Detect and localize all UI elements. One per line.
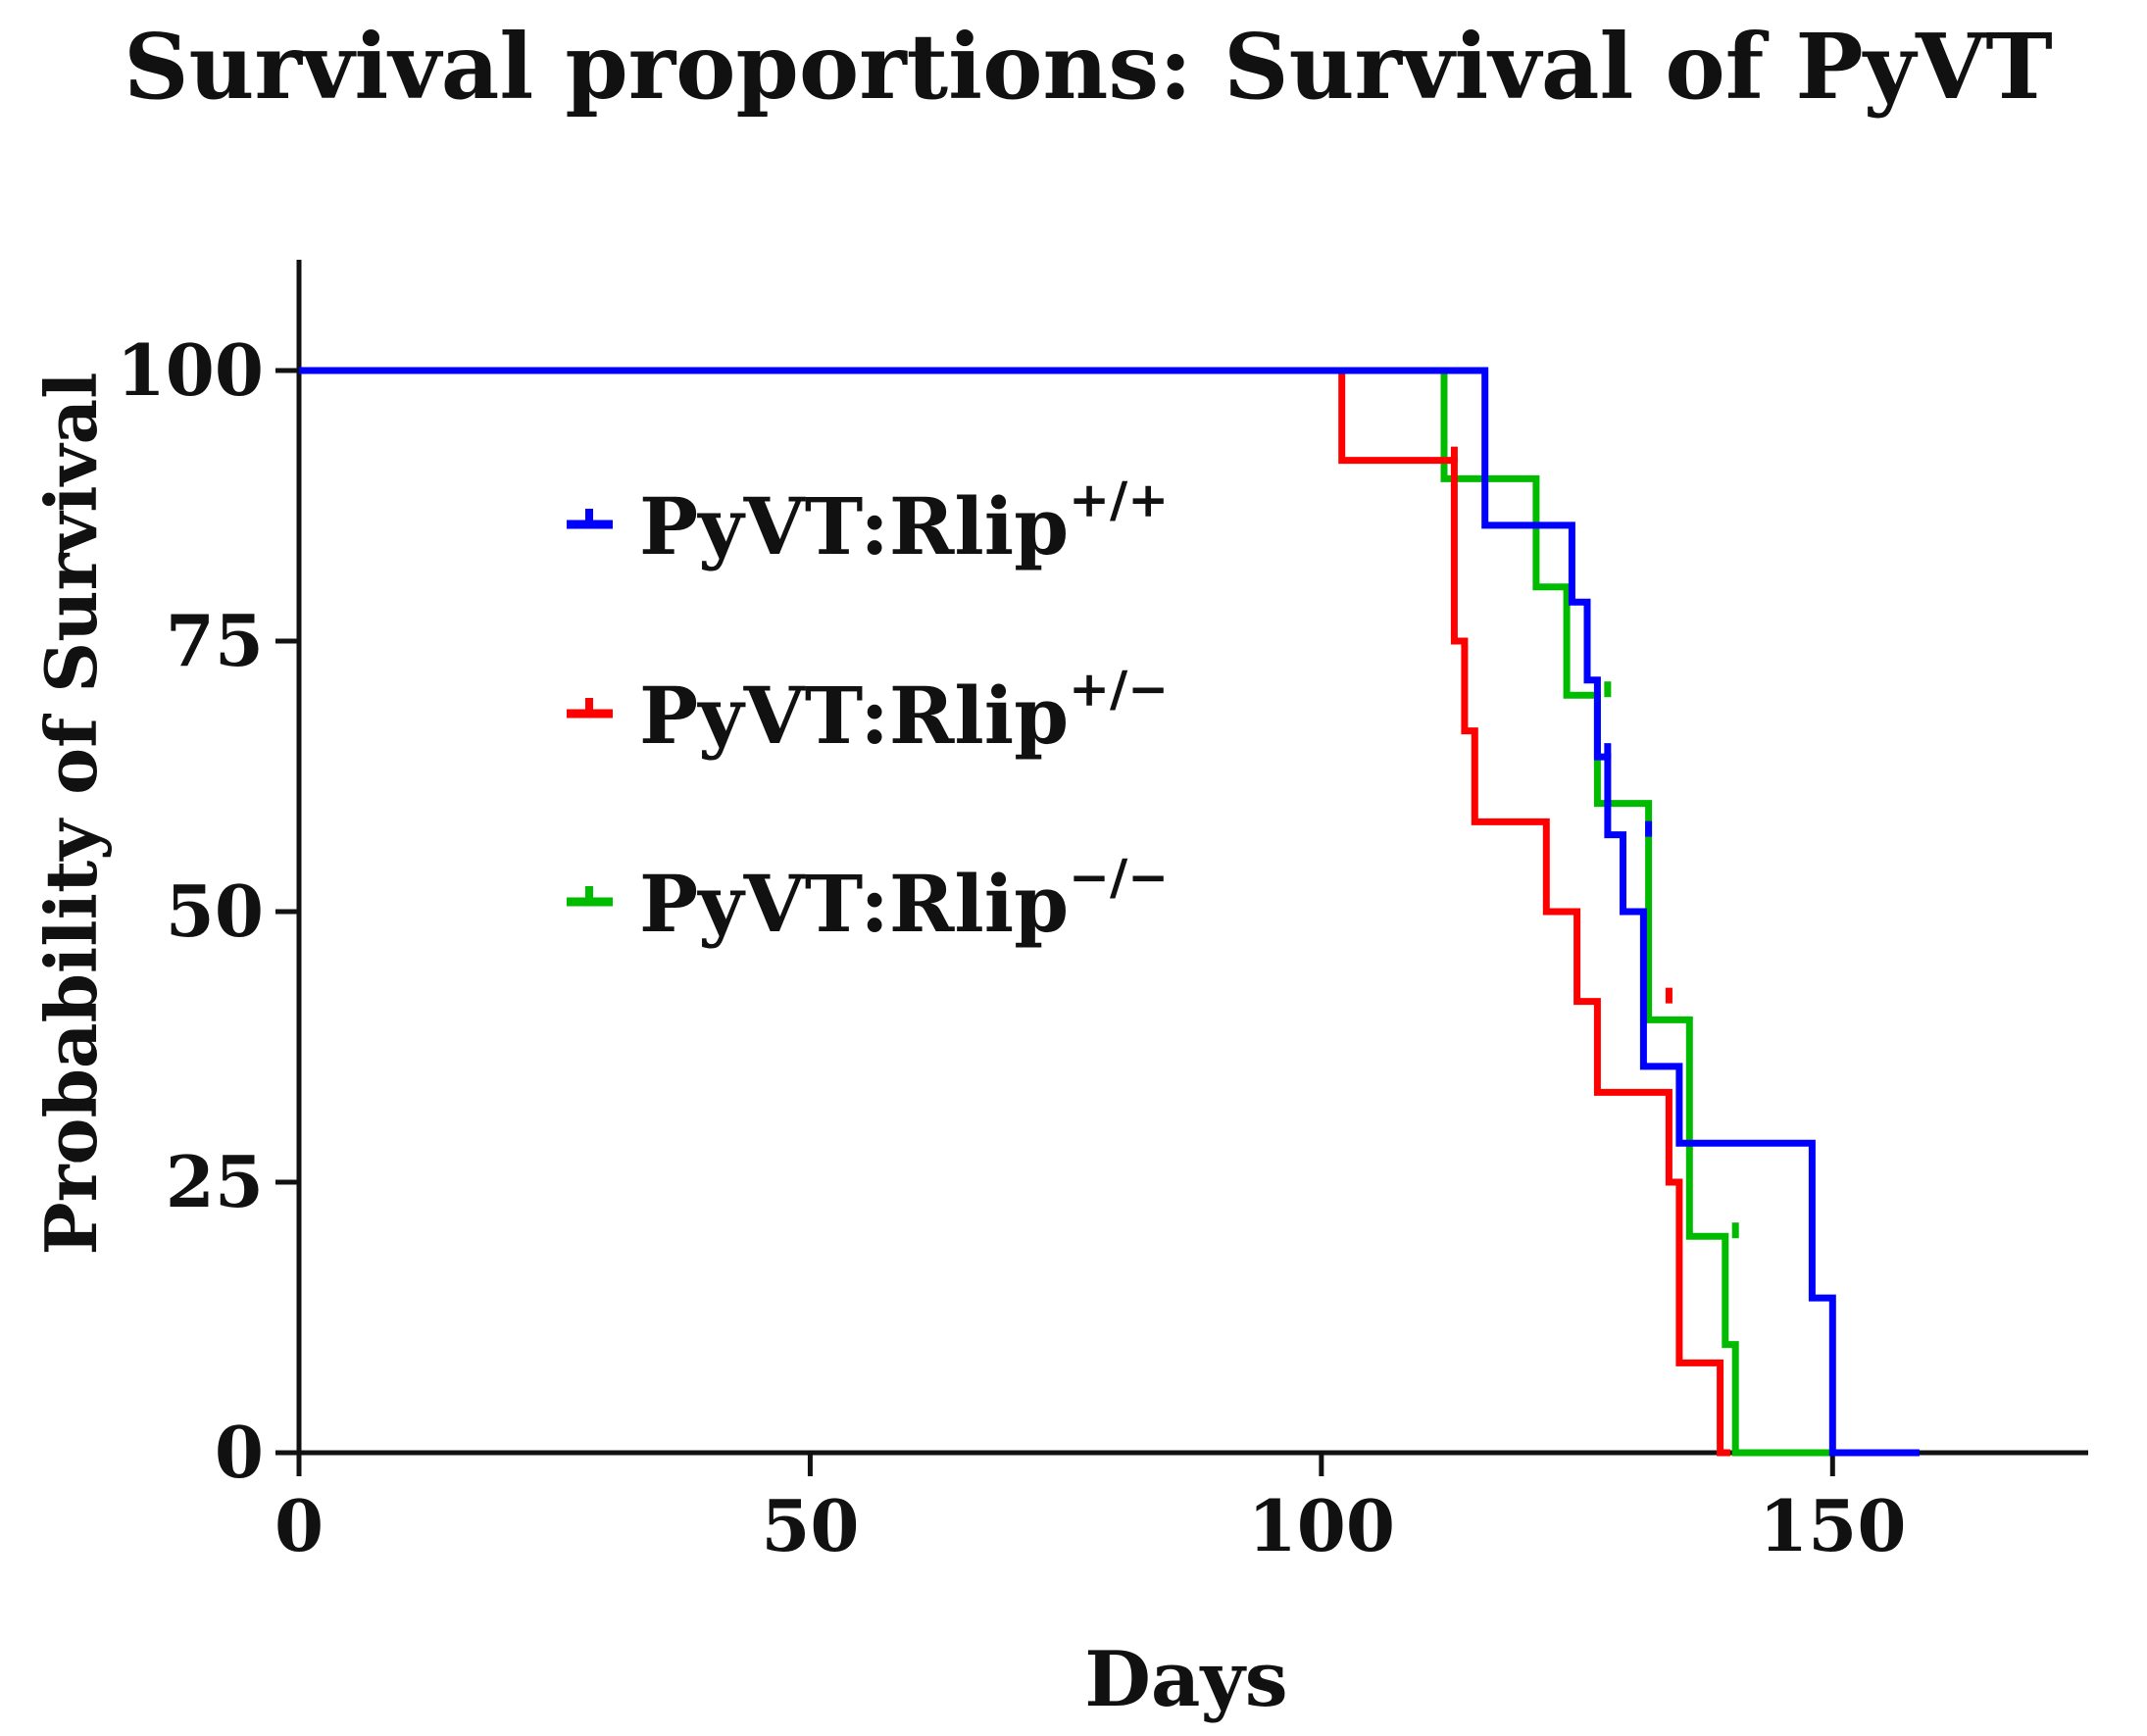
survival-line-series-1 <box>299 367 1730 1457</box>
y-tick-label: 0 <box>215 1411 264 1494</box>
legend-label-series-1: PyVT:Rlip+/− <box>639 660 1169 762</box>
series-layer <box>299 367 1920 1457</box>
legend-label-superscript: +/− <box>1069 660 1169 718</box>
x-tick-label: 100 <box>1248 1484 1395 1567</box>
x-axis-label: Days <box>1084 1635 1287 1724</box>
legend: PyVT:Rlip+/+PyVT:Rlip+/−PyVT:Rlip−/− <box>567 471 1169 950</box>
survival-line-series-0 <box>299 367 1920 1457</box>
survival-line-series-2 <box>299 367 1894 1457</box>
y-axis-label: Probability of Survival <box>29 372 113 1255</box>
legend-label-base: PyVT:Rlip <box>639 480 1069 572</box>
y-tick-label: 100 <box>117 328 264 412</box>
legend-label-series-2: PyVT:Rlip−/− <box>639 848 1169 950</box>
legend-label-superscript: +/+ <box>1069 471 1169 528</box>
x-tick-label: 0 <box>275 1484 324 1567</box>
x-tick-label: 150 <box>1759 1484 1906 1567</box>
chart-title: Survival proportions: Survival of PyVT <box>124 14 2053 120</box>
legend-label-base: PyVT:Rlip <box>639 670 1069 762</box>
y-tick-label: 25 <box>166 1140 264 1223</box>
axes: 0 50 100 150 0 25 50 75 100 <box>117 260 2088 1567</box>
legend-label-superscript: −/− <box>1069 848 1169 906</box>
y-tick-label: 75 <box>166 599 264 682</box>
x-tick-label: 50 <box>761 1484 859 1567</box>
legend-label-series-0: PyVT:Rlip+/+ <box>639 471 1169 572</box>
legend-label-base: PyVT:Rlip <box>639 858 1069 950</box>
y-tick-label: 50 <box>166 869 264 953</box>
